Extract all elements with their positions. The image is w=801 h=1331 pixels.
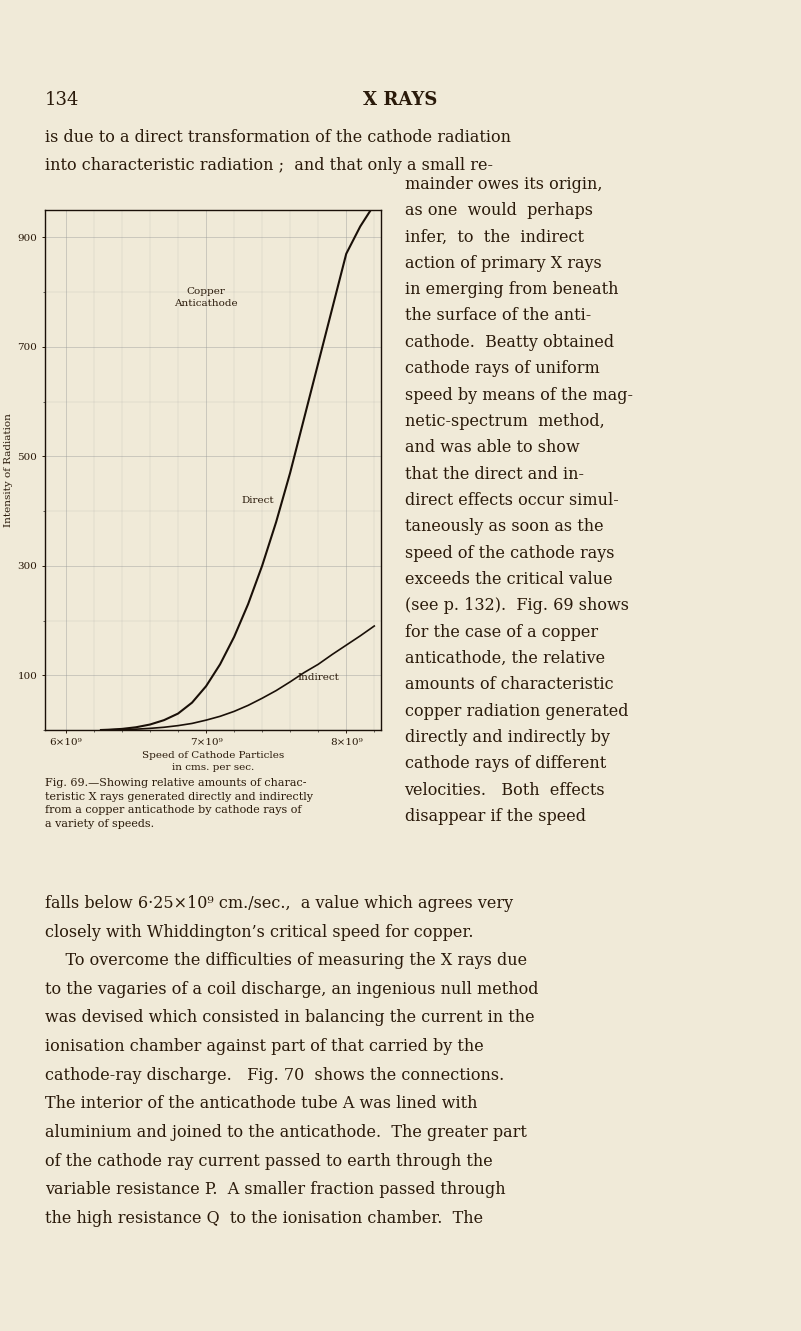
Text: direct effects occur simul-: direct effects occur simul- bbox=[405, 492, 618, 508]
Text: was devised which consisted in balancing the current in the: was devised which consisted in balancing… bbox=[45, 1009, 534, 1026]
Text: copper radiation generated: copper radiation generated bbox=[405, 703, 628, 720]
Text: of the cathode ray current passed to earth through the: of the cathode ray current passed to ear… bbox=[45, 1153, 493, 1170]
Text: Indirect: Indirect bbox=[297, 673, 339, 683]
Text: into characteristic radiation ;  and that only a small re-: into characteristic radiation ; and that… bbox=[45, 157, 493, 174]
Text: in emerging from beneath: in emerging from beneath bbox=[405, 281, 618, 298]
Text: (see p. 132).  Fig. 69 shows: (see p. 132). Fig. 69 shows bbox=[405, 598, 629, 615]
Text: that the direct and in-: that the direct and in- bbox=[405, 466, 583, 483]
Text: netic-spectrum  method,: netic-spectrum method, bbox=[405, 413, 604, 430]
Text: amounts of characteristic: amounts of characteristic bbox=[405, 676, 613, 693]
Text: closely with Whiddington’s critical speed for copper.: closely with Whiddington’s critical spee… bbox=[45, 924, 473, 941]
X-axis label: Speed of Cathode Particles
in cms. per sec.: Speed of Cathode Particles in cms. per s… bbox=[142, 751, 284, 772]
Text: taneously as soon as the: taneously as soon as the bbox=[405, 518, 603, 535]
Text: cathode rays of uniform: cathode rays of uniform bbox=[405, 361, 599, 377]
Text: Fig. 69.—Showing relative amounts of charac-
teristic X rays generated directly : Fig. 69.—Showing relative amounts of cha… bbox=[45, 779, 313, 829]
Text: aluminium and joined to the anticathode.  The greater part: aluminium and joined to the anticathode.… bbox=[45, 1123, 527, 1141]
Text: mainder owes its origin,: mainder owes its origin, bbox=[405, 176, 602, 193]
Text: cathode-ray discharge.   Fig. 70  shows the connections.: cathode-ray discharge. Fig. 70 shows the… bbox=[45, 1066, 504, 1083]
Text: action of primary X rays: action of primary X rays bbox=[405, 254, 602, 272]
Text: The interior of the anticathode tube A was lined with: The interior of the anticathode tube A w… bbox=[45, 1095, 477, 1113]
Text: X RAYS: X RAYS bbox=[364, 91, 437, 109]
Y-axis label: Intensity of Radiation: Intensity of Radiation bbox=[4, 413, 13, 527]
Text: the high resistance Q  to the ionisation chamber.  The: the high resistance Q to the ionisation … bbox=[45, 1210, 483, 1227]
Text: for the case of a copper: for the case of a copper bbox=[405, 624, 598, 640]
Text: falls below 6·25×10⁹ cm./sec.,  a value which agrees very: falls below 6·25×10⁹ cm./sec., a value w… bbox=[45, 894, 513, 912]
Text: directly and indirectly by: directly and indirectly by bbox=[405, 729, 610, 747]
Text: ionisation chamber against part of that carried by the: ionisation chamber against part of that … bbox=[45, 1038, 484, 1055]
Text: to the vagaries of a coil discharge, an ingenious null method: to the vagaries of a coil discharge, an … bbox=[45, 981, 538, 998]
Text: exceeds the critical value: exceeds the critical value bbox=[405, 571, 612, 588]
Text: cathode rays of different: cathode rays of different bbox=[405, 756, 606, 772]
Text: To overcome the difficulties of measuring the X rays due: To overcome the difficulties of measurin… bbox=[45, 952, 527, 969]
Text: is due to a direct transformation of the cathode radiation: is due to a direct transformation of the… bbox=[45, 129, 511, 146]
Text: and was able to show: and was able to show bbox=[405, 439, 579, 457]
Text: 134: 134 bbox=[45, 91, 79, 109]
Text: anticathode, the relative: anticathode, the relative bbox=[405, 650, 605, 667]
Text: Copper
Anticathode: Copper Anticathode bbox=[175, 287, 238, 307]
Text: as one  would  perhaps: as one would perhaps bbox=[405, 202, 593, 220]
Text: speed by means of the mag-: speed by means of the mag- bbox=[405, 386, 633, 403]
Text: cathode.  Beatty obtained: cathode. Beatty obtained bbox=[405, 334, 614, 351]
Text: the surface of the anti-: the surface of the anti- bbox=[405, 307, 591, 325]
Text: speed of the cathode rays: speed of the cathode rays bbox=[405, 544, 614, 562]
Text: infer,  to  the  indirect: infer, to the indirect bbox=[405, 229, 583, 245]
Text: Direct: Direct bbox=[241, 495, 274, 504]
Text: velocities.   Both  effects: velocities. Both effects bbox=[405, 781, 605, 799]
Text: disappear if the speed: disappear if the speed bbox=[405, 808, 586, 825]
Text: variable resistance P.  A smaller fraction passed through: variable resistance P. A smaller fractio… bbox=[45, 1181, 505, 1198]
